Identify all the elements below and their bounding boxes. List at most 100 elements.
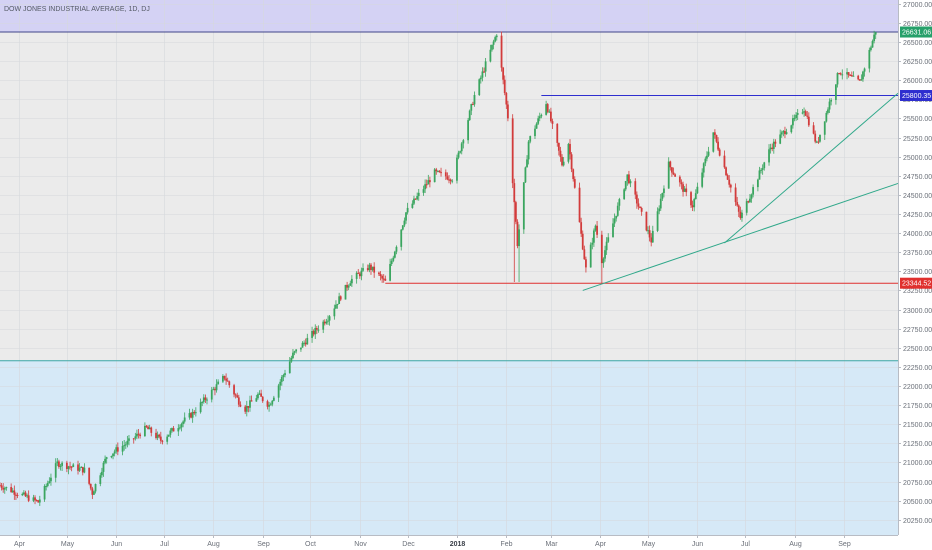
candle-body bbox=[427, 180, 430, 185]
candle-body bbox=[339, 296, 342, 300]
candle-body bbox=[870, 47, 872, 50]
candle-body bbox=[338, 296, 341, 304]
horizontal-lines bbox=[0, 31, 898, 362]
candle-body bbox=[83, 467, 86, 473]
candle-body bbox=[607, 237, 610, 242]
candle-body bbox=[245, 406, 248, 412]
y-tick-label: 21250.00 bbox=[903, 441, 932, 448]
candle-body bbox=[301, 342, 304, 348]
y-tick-label: 26000.00 bbox=[903, 78, 932, 85]
candle-body bbox=[124, 444, 127, 446]
candle-body bbox=[193, 411, 196, 414]
candle-body bbox=[311, 330, 313, 338]
candle-body bbox=[110, 456, 113, 458]
price-tag-label-2: 23344.52 bbox=[902, 281, 931, 288]
candle-body bbox=[81, 466, 84, 473]
candle-body bbox=[651, 230, 654, 243]
candle-body bbox=[459, 151, 462, 153]
candle-body bbox=[457, 152, 460, 158]
candle-body bbox=[260, 393, 263, 397]
candle-body bbox=[91, 488, 94, 495]
candle-body bbox=[312, 330, 315, 335]
candle-body bbox=[526, 159, 528, 168]
x-tick-label: Apr bbox=[595, 541, 607, 548]
candle-body bbox=[446, 176, 449, 180]
y-tick-label: 24250.00 bbox=[903, 212, 932, 219]
candle-body bbox=[682, 184, 684, 192]
candle-body bbox=[483, 71, 485, 73]
candle-body bbox=[827, 109, 829, 113]
candle-body bbox=[729, 184, 732, 188]
candle-body bbox=[417, 192, 420, 197]
candle-body bbox=[678, 176, 681, 183]
candle-body bbox=[368, 264, 371, 271]
candle-body bbox=[303, 342, 306, 344]
candle-body bbox=[392, 257, 395, 261]
candle-body bbox=[470, 104, 473, 111]
x-tick-label: Dec bbox=[402, 541, 415, 548]
candle-body bbox=[492, 41, 495, 45]
candle-body bbox=[59, 465, 62, 467]
candle-body bbox=[640, 208, 643, 212]
candle-body bbox=[201, 401, 204, 403]
candle-body bbox=[850, 75, 853, 77]
candle-body bbox=[760, 169, 762, 171]
candle-body bbox=[327, 320, 329, 322]
candle-body bbox=[562, 161, 565, 166]
candle-body bbox=[183, 417, 186, 422]
candle-body bbox=[190, 413, 192, 418]
candle-body bbox=[406, 207, 409, 213]
trend-line-0 bbox=[582, 182, 899, 291]
candle-body bbox=[295, 349, 298, 352]
candle-body bbox=[292, 352, 294, 359]
candle-body bbox=[191, 411, 194, 418]
candle-body bbox=[93, 491, 95, 495]
candle-body bbox=[226, 380, 229, 382]
candle-body bbox=[172, 428, 175, 432]
candle-body bbox=[538, 116, 541, 119]
y-tick-label: 21750.00 bbox=[903, 403, 932, 410]
candle-body bbox=[537, 118, 540, 124]
candle-body bbox=[460, 143, 463, 152]
candle-body bbox=[591, 242, 594, 245]
candle-body bbox=[683, 188, 686, 192]
price-tag-0 bbox=[900, 26, 932, 38]
candle-body bbox=[634, 181, 637, 195]
candle-body bbox=[624, 181, 627, 190]
y-tick-label: 26250.00 bbox=[903, 59, 932, 66]
candle-body bbox=[690, 192, 692, 206]
candle-body bbox=[15, 494, 17, 496]
candle-body bbox=[801, 112, 804, 114]
candle-body bbox=[535, 123, 538, 129]
candle-body bbox=[823, 121, 826, 135]
candle-body bbox=[126, 440, 129, 445]
candle-body bbox=[112, 453, 114, 457]
y-tick-label: 24750.00 bbox=[903, 174, 932, 181]
grid bbox=[0, 0, 898, 535]
candle-body bbox=[349, 283, 352, 286]
candle-body bbox=[868, 49, 871, 69]
candle-body bbox=[257, 394, 259, 399]
candle-body bbox=[806, 115, 809, 117]
candle-body bbox=[344, 284, 347, 300]
candle-body bbox=[585, 259, 587, 268]
candle-body bbox=[857, 75, 860, 80]
candle-body bbox=[212, 388, 215, 390]
candle-body bbox=[756, 179, 759, 188]
candle-body bbox=[804, 111, 807, 116]
candle-body bbox=[467, 120, 470, 141]
candle-body bbox=[828, 101, 831, 110]
candle-body bbox=[723, 155, 726, 168]
candle-body bbox=[325, 321, 328, 324]
candle-body bbox=[373, 266, 376, 273]
x-tick-label: Sep bbox=[838, 541, 851, 548]
candle-body bbox=[272, 397, 275, 401]
candle-body bbox=[862, 71, 864, 80]
candle-body bbox=[768, 149, 770, 163]
candle-body bbox=[67, 466, 70, 469]
candle-body bbox=[393, 251, 396, 258]
candle-body bbox=[134, 436, 137, 439]
candle-body bbox=[145, 425, 148, 427]
candle-body bbox=[771, 147, 774, 149]
candle-body bbox=[277, 385, 280, 398]
